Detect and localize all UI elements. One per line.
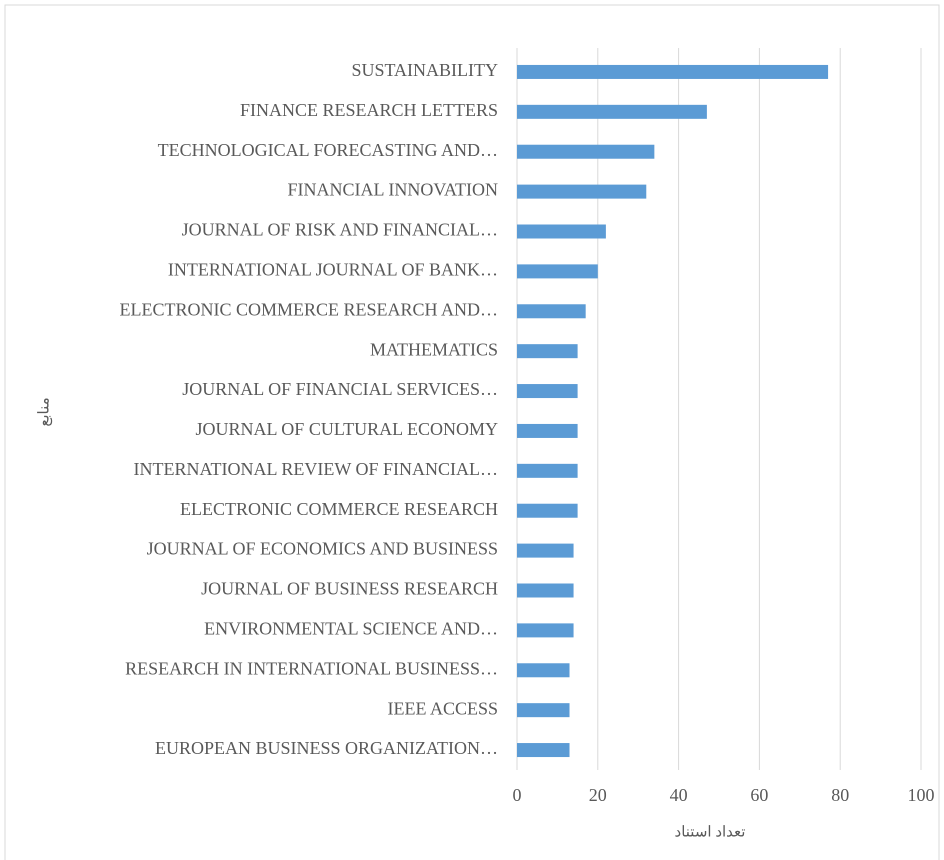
y-tick-label: INTERNATIONAL REVIEW OF FINANCIAL… bbox=[134, 459, 498, 479]
bar bbox=[517, 304, 586, 319]
y-tick-label: JOURNAL OF BUSINESS RESEARCH bbox=[201, 579, 498, 599]
y-tick-label: INTERNATIONAL JOURNAL OF BANK… bbox=[168, 260, 498, 280]
x-tick-label: 80 bbox=[831, 785, 849, 805]
bar bbox=[517, 623, 574, 638]
bar bbox=[517, 543, 574, 558]
y-tick-label: FINANCIAL INNOVATION bbox=[288, 180, 499, 200]
bar bbox=[517, 423, 578, 438]
y-tick-label: JOURNAL OF CULTURAL ECONOMY bbox=[195, 419, 498, 439]
x-tick-label: 40 bbox=[670, 785, 688, 805]
bar bbox=[517, 503, 578, 518]
bar bbox=[517, 583, 574, 598]
y-tick-label: JOURNAL OF RISK AND FINANCIAL… bbox=[182, 220, 498, 240]
y-tick-label: RESEARCH IN INTERNATIONAL BUSINESS… bbox=[125, 658, 498, 678]
bar bbox=[517, 703, 570, 718]
bar bbox=[517, 64, 829, 79]
y-tick-label: JOURNAL OF FINANCIAL SERVICES… bbox=[182, 379, 498, 399]
bar bbox=[517, 224, 606, 239]
chart-border bbox=[4, 4, 940, 860]
y-tick-label: ELECTRONIC COMMERCE RESEARCH bbox=[180, 499, 498, 519]
y-tick-label: FINANCE RESEARCH LETTERS bbox=[240, 100, 498, 120]
x-axis-label: تعداد استناد bbox=[675, 824, 746, 840]
y-tick-label: EUROPEAN BUSINESS ORGANIZATION… bbox=[155, 738, 498, 758]
x-tick-label: 0 bbox=[513, 785, 522, 805]
x-tick-label: 100 bbox=[908, 785, 935, 805]
bar bbox=[517, 463, 578, 478]
y-tick-label: SUSTAINABILITY bbox=[351, 60, 498, 80]
bar bbox=[517, 264, 598, 279]
y-tick-label: ENVIRONMENTAL SCIENCE AND… bbox=[204, 619, 498, 639]
y-tick-label: TECHNOLOGICAL FORECASTING AND… bbox=[158, 140, 498, 160]
y-tick-label: ELECTRONIC COMMERCE RESEARCH AND… bbox=[119, 299, 498, 319]
bar bbox=[517, 384, 578, 399]
bar bbox=[517, 743, 570, 758]
bar bbox=[517, 184, 647, 199]
x-tick-label: 20 bbox=[589, 785, 607, 805]
y-axis-label: منابع bbox=[36, 397, 52, 426]
bar bbox=[517, 144, 655, 159]
y-tick-label: IEEE ACCESS bbox=[387, 698, 498, 718]
y-tick-label: JOURNAL OF ECONOMICS AND BUSINESS bbox=[147, 539, 498, 559]
bar bbox=[517, 104, 707, 119]
bar bbox=[517, 344, 578, 359]
x-tick-label: 60 bbox=[750, 785, 768, 805]
y-tick-label: MATHEMATICS bbox=[370, 339, 498, 359]
bar bbox=[517, 663, 570, 678]
